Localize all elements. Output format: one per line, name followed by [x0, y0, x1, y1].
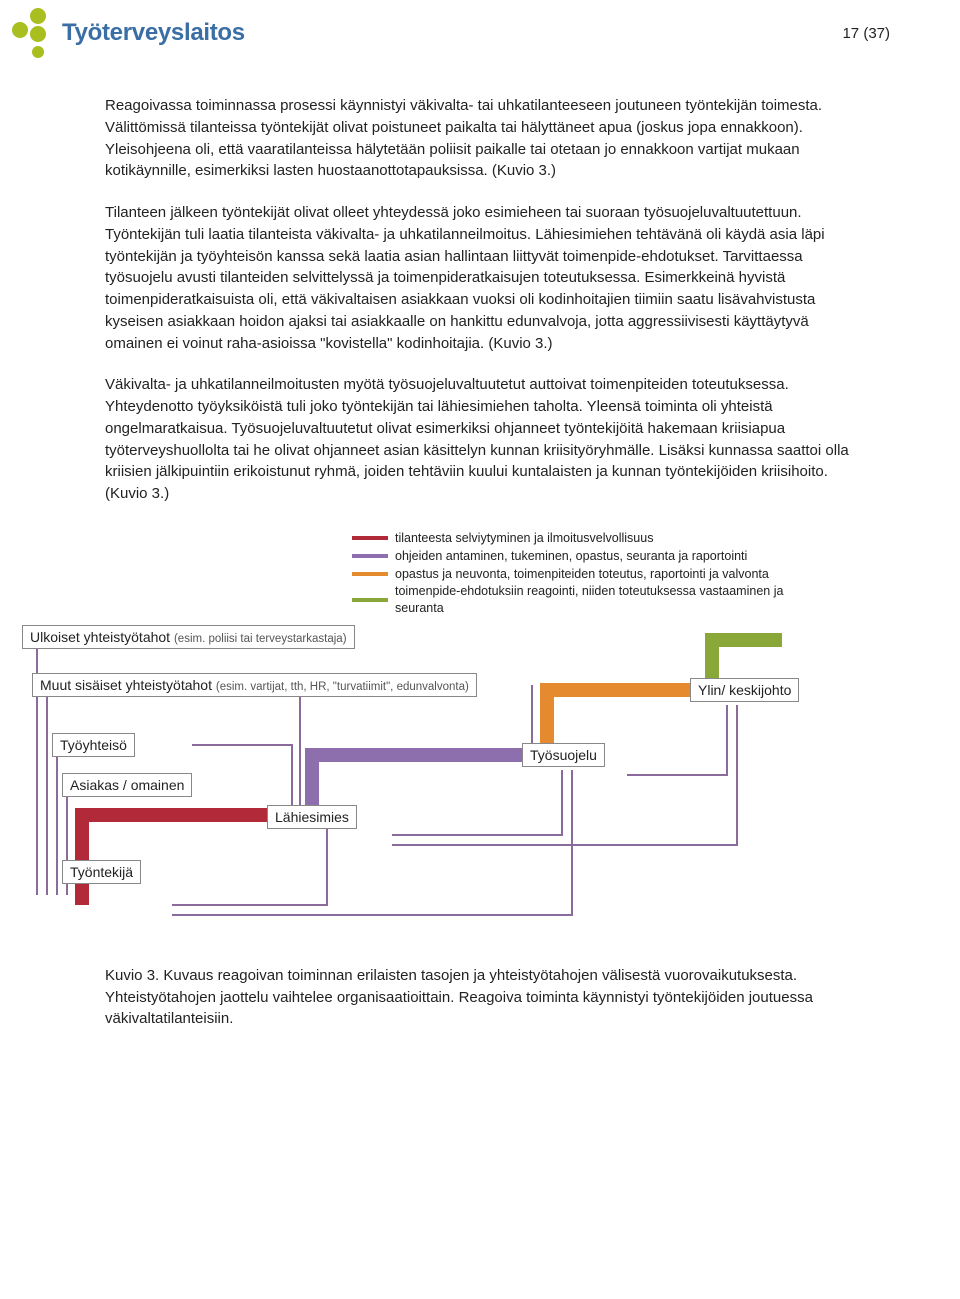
paragraph-3: Väkivalta- ja uhkatilanneilmoitusten myö…: [105, 374, 855, 505]
label-lahiesimies: Lähiesimies: [267, 805, 357, 829]
label-asiakas: Asiakas / omainen: [62, 773, 192, 797]
logo-icon: [12, 8, 58, 58]
label-tyosuojelu: Työsuojelu: [522, 743, 605, 767]
label-ulkoiset: Ulkoiset yhteistyötahot (esim. poliisi t…: [22, 625, 355, 649]
page-number: 17 (37): [842, 25, 890, 42]
figure-caption: Kuvio 3. Kuvaus reagoivan toiminnan eril…: [0, 965, 960, 1030]
diagram-container: tilanteesta selviytyminen ja ilmoitusvel…: [0, 525, 960, 925]
org-logo: Työterveyslaitos: [12, 8, 245, 58]
page-header: Työterveyslaitos 17 (37): [0, 0, 960, 95]
body-text: Reagoivassa toiminnassa prosessi käynnis…: [0, 95, 960, 505]
label-ylin: Ylin/ keskijohto: [690, 678, 799, 702]
label-tyontekija: Työntekijä: [62, 860, 141, 884]
paragraph-1: Reagoivassa toiminnassa prosessi käynnis…: [105, 95, 855, 182]
flow-diagram: tilanteesta selviytyminen ja ilmoitusvel…: [0, 525, 822, 925]
paragraph-2: Tilanteen jälkeen työntekijät olivat oll…: [105, 202, 855, 354]
label-tyoyhteiso: Työyhteisö: [52, 733, 135, 757]
org-name: Työterveyslaitos: [62, 19, 245, 47]
label-muut: Muut sisäiset yhteistyötahot (esim. vart…: [32, 673, 477, 697]
